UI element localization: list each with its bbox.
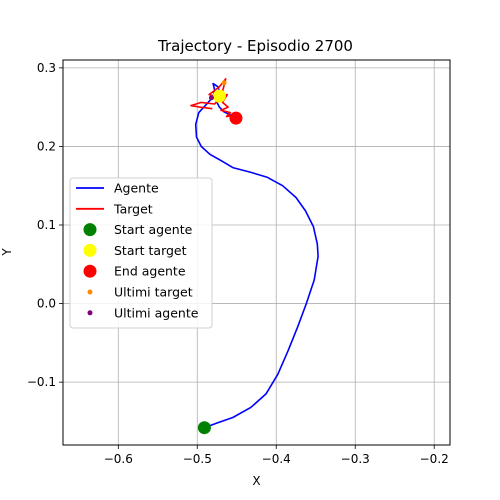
legend-box bbox=[69, 177, 213, 329]
x-tick-label: −0.4 bbox=[262, 452, 291, 466]
x-tick-label: −0.6 bbox=[104, 452, 133, 466]
legend-entry-end-agente: End agente bbox=[83, 264, 186, 279]
marker-ultimi-target bbox=[221, 80, 227, 86]
legend-label: Agente bbox=[114, 181, 159, 196]
legend-label: End agente bbox=[114, 264, 186, 279]
legend-label: Start agente bbox=[114, 222, 193, 237]
marker-ultimi-agente bbox=[208, 95, 214, 101]
legend-entry-ultimi-agente: Ultimi agente bbox=[87, 305, 199, 320]
legend-label: Target bbox=[113, 201, 153, 216]
legend-entry-start-target: Start target bbox=[83, 243, 187, 258]
y-tick-label: −0.1 bbox=[27, 375, 56, 389]
legend-swatch bbox=[87, 310, 93, 316]
marker-layer bbox=[197, 80, 243, 435]
legend-label: Ultimi agente bbox=[114, 305, 199, 320]
chart-title: Trajectory - Episodio 2700 bbox=[157, 37, 353, 55]
marker-start-agente bbox=[197, 421, 211, 435]
legend-entry-ultimi-target: Ultimi target bbox=[87, 285, 193, 300]
y-tick-label: 0.3 bbox=[37, 61, 56, 75]
legend-label: Ultimi target bbox=[114, 285, 193, 300]
legend-entry-agente: Agente bbox=[76, 181, 159, 196]
y-tick-label: 0.1 bbox=[37, 218, 56, 232]
x-axis-label: X bbox=[252, 474, 260, 488]
x-axis-ticks: −0.6 −0.5 −0.4 −0.3 −0.2 bbox=[104, 445, 449, 466]
legend-swatch bbox=[83, 264, 97, 278]
y-axis-label: Y bbox=[0, 248, 14, 257]
x-tick-label: −0.3 bbox=[341, 452, 370, 466]
legend-swatch bbox=[83, 223, 97, 237]
y-axis-ticks: −0.1 0.0 0.1 0.2 0.3 bbox=[27, 61, 63, 389]
legend: Agente Target Start agente Start target End … bbox=[69, 177, 213, 329]
x-tick-label: −0.5 bbox=[183, 452, 212, 466]
legend-swatch bbox=[87, 289, 93, 295]
legend-entry-start-agente: Start agente bbox=[83, 222, 193, 237]
legend-swatch bbox=[83, 243, 97, 257]
y-tick-label: 0.0 bbox=[37, 297, 56, 311]
marker-end-agente bbox=[229, 111, 243, 125]
plot-area bbox=[190, 78, 319, 435]
marker-start-target bbox=[212, 89, 226, 103]
legend-entry-target: Target bbox=[76, 201, 153, 216]
axes-frame bbox=[62, 59, 451, 446]
x-tick-label: −0.2 bbox=[420, 452, 449, 466]
y-tick-label: 0.2 bbox=[37, 139, 56, 153]
legend-label: Start target bbox=[114, 243, 187, 258]
